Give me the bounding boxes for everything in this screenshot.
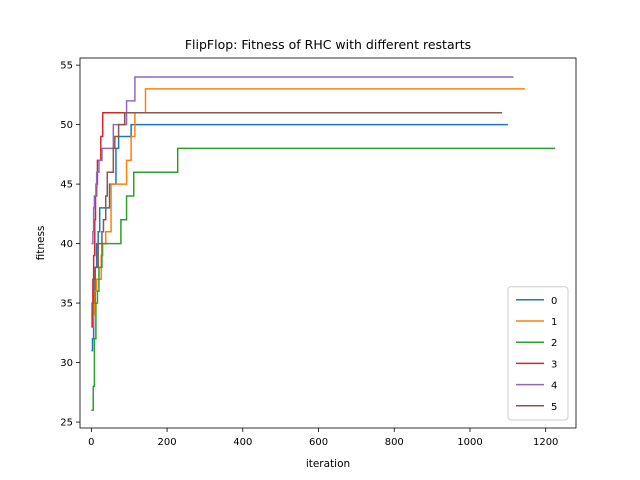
legend-label: 5 bbox=[551, 402, 557, 413]
x-axis: 0 200 400 600 800 1000 1200 bbox=[88, 428, 558, 448]
legend-item: 0 bbox=[516, 296, 557, 307]
legend-label: 4 bbox=[551, 381, 557, 392]
legend: 0 1 2 3 4 5 bbox=[507, 286, 569, 421]
x-tick-label: 400 bbox=[233, 437, 252, 448]
legend-box bbox=[507, 286, 569, 421]
legend-label: 2 bbox=[551, 338, 557, 349]
y-tick-label: 30 bbox=[60, 358, 73, 369]
legend-label: 0 bbox=[551, 296, 557, 307]
x-tick-label: 0 bbox=[88, 437, 94, 448]
y-axis-label: fitness bbox=[35, 226, 47, 261]
legend-item: 4 bbox=[516, 381, 557, 392]
plot-frame bbox=[79, 57, 577, 429]
x-tick-label: 800 bbox=[385, 437, 404, 448]
x-tick-label: 1200 bbox=[533, 437, 558, 448]
legend-item: 1 bbox=[516, 317, 557, 328]
y-tick-label: 45 bbox=[60, 180, 73, 191]
y-tick-label: 25 bbox=[60, 418, 73, 429]
y-tick-label: 55 bbox=[60, 61, 73, 72]
y-tick-label: 50 bbox=[60, 120, 73, 131]
series-line-2 bbox=[91, 147, 556, 411]
series-line-1 bbox=[91, 88, 525, 328]
legend-item: 2 bbox=[516, 338, 557, 349]
y-tick-label: 35 bbox=[60, 299, 73, 310]
x-tick-label: 200 bbox=[158, 437, 177, 448]
chart-title: FlipFlop: Fitness of RHC with different … bbox=[185, 37, 471, 52]
x-axis-label: iteration bbox=[306, 458, 350, 470]
legend-label: 1 bbox=[551, 317, 557, 328]
y-tick-label: 40 bbox=[60, 239, 73, 250]
legend-item: 5 bbox=[516, 402, 557, 413]
x-tick-label: 600 bbox=[309, 437, 328, 448]
series-line-5 bbox=[91, 111, 503, 316]
y-axis: 25 30 35 40 45 50 55 bbox=[60, 61, 80, 429]
legend-item: 3 bbox=[516, 359, 557, 370]
legend-label: 3 bbox=[551, 359, 557, 370]
x-tick-label: 1000 bbox=[457, 437, 482, 448]
series-layer bbox=[91, 76, 556, 411]
